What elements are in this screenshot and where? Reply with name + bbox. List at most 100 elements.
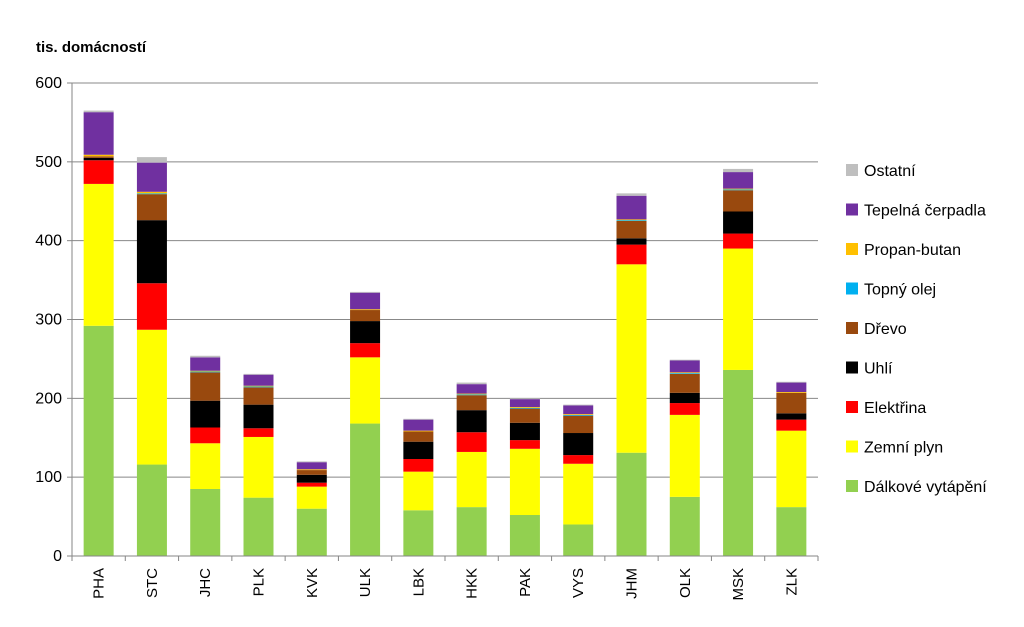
- legend-label-6: Elektřina: [864, 400, 926, 417]
- y-tick-label-400: 400: [35, 233, 62, 250]
- bar-KVK-series-1: [296, 486, 327, 509]
- bar-HKK-series-6: [456, 393, 487, 395]
- bar-JHM-series-0: [616, 452, 647, 556]
- bar-JHC-series-7: [190, 357, 221, 371]
- bar-STC-series-1: [136, 329, 167, 465]
- bar-KVK-series-2: [296, 482, 327, 487]
- bar-stack-JHC: [190, 355, 221, 556]
- axes: [67, 82, 819, 561]
- bar-ZLK-series-4: [776, 392, 807, 414]
- bar-JHC-series-3: [190, 400, 221, 428]
- bar-MSK-series-7: [723, 172, 754, 189]
- bar-PHA-series-7: [83, 112, 114, 155]
- bar-stack-JHM: [616, 193, 647, 556]
- legend-swatch-0: [846, 164, 858, 176]
- bar-ULK-series-8: [350, 291, 381, 293]
- bar-PLK-series-1: [243, 436, 274, 498]
- bar-PLK-series-0: [243, 497, 274, 556]
- bar-OLK-series-2: [669, 403, 700, 415]
- bar-OLK-series-7: [669, 360, 700, 373]
- bar-stack-ULK: [350, 291, 381, 556]
- bar-PHA-series-6: [83, 154, 114, 157]
- bar-JHM-series-8: [616, 193, 647, 196]
- bar-PLK-series-6: [243, 385, 274, 387]
- bar-PHA-series-3: [83, 157, 114, 161]
- bar-JHM-series-1: [616, 264, 647, 453]
- bar-MSK-series-6: [723, 188, 754, 190]
- bar-HKK-series-4: [456, 395, 487, 411]
- bar-ZLK-series-8: [776, 381, 807, 383]
- bar-HKK-series-2: [456, 432, 487, 452]
- bar-HKK-series-5: [456, 394, 487, 396]
- legend-label-2: Propan-butan: [864, 242, 961, 259]
- y-tick-label-600: 600: [35, 75, 62, 92]
- bar-ZLK-series-0: [776, 507, 807, 556]
- bar-STC-series-6: [136, 191, 167, 194]
- bar-PLK-series-7: [243, 374, 274, 386]
- bar-ZLK-series-2: [776, 419, 807, 431]
- bar-stack-LBK: [403, 418, 434, 556]
- bar-OLK-series-6: [669, 372, 700, 374]
- bar-MSK-series-5: [723, 189, 754, 191]
- bar-MSK-series-4: [723, 190, 754, 212]
- bar-STC-series-7: [136, 162, 167, 192]
- x-tick-labels: PHA STC JHC PLK KVK ULK LBK HKK PAK VYS JHM OLK MSK Z…: [91, 568, 801, 601]
- x-tick-label-LBK: LBK: [410, 568, 427, 596]
- bar-stack-PHA: [83, 110, 114, 556]
- bar-VYS-series-1: [563, 463, 594, 525]
- legend-swatch-2: [846, 243, 858, 255]
- legend-swatch-3: [846, 282, 858, 295]
- bar-LBK-series-6: [403, 430, 434, 432]
- bar-PLK-series-2: [243, 428, 274, 437]
- bar-MSK-series-2: [723, 233, 754, 249]
- bar-OLK-series-5: [669, 373, 700, 374]
- bar-KVK-series-4: [296, 470, 327, 475]
- legend-label-4: Dřevo: [864, 321, 907, 338]
- bar-JHC-series-5: [190, 371, 221, 373]
- bar-LBK-series-2: [403, 459, 434, 472]
- bar-JHM-series-5: [616, 220, 647, 221]
- bar-JHM-series-2: [616, 244, 647, 265]
- legend-swatch-8: [846, 480, 858, 492]
- x-tick-label-PHA: PHA: [91, 568, 108, 599]
- bar-stack-PAK: [509, 398, 540, 556]
- bar-OLK-series-4: [669, 373, 700, 393]
- bar-ULK-series-0: [350, 423, 381, 556]
- bar-MSK-series-1: [723, 248, 754, 370]
- bar-JHC-series-6: [190, 370, 221, 372]
- bar-stack-PLK: [243, 373, 274, 556]
- x-tick-label-OLK: OLK: [677, 568, 694, 598]
- bar-STC-series-0: [136, 464, 167, 556]
- bar-KVK-series-7: [296, 462, 327, 470]
- bar-PAK-series-3: [509, 422, 540, 441]
- bar-PLK-series-3: [243, 404, 274, 429]
- y-tick-label-500: 500: [35, 154, 62, 171]
- bar-HKK-series-1: [456, 451, 487, 508]
- bar-LBK-series-8: [403, 418, 434, 420]
- bar-PLK-series-4: [243, 387, 274, 405]
- bar-MSK-series-3: [723, 211, 754, 234]
- bar-ULK-series-4: [350, 310, 381, 322]
- legend-label-0: Ostatní: [864, 163, 916, 180]
- x-tick-label-JHC: JHC: [197, 568, 214, 597]
- bar-ULK-series-7: [350, 292, 381, 310]
- bar-ZLK-series-1: [776, 430, 807, 508]
- bar-HKK-series-0: [456, 507, 487, 556]
- bar-JHC-series-1: [190, 443, 221, 489]
- bar-PAK-series-0: [509, 515, 540, 556]
- bar-STC-series-2: [136, 283, 167, 330]
- legend-swatch-4: [846, 322, 858, 334]
- bar-JHC-series-8: [190, 355, 221, 358]
- bar-PAK-series-8: [509, 398, 540, 400]
- legend-swatch-6: [846, 401, 858, 413]
- legend-swatch-5: [846, 361, 858, 374]
- x-tick-label-HKK: HKK: [464, 568, 481, 599]
- bar-PLK-series-5: [243, 386, 274, 388]
- bar-HKK-series-8: [456, 382, 487, 385]
- bar-LBK-series-4: [403, 431, 434, 442]
- legend-label-1: Tepelná čerpadla: [864, 203, 986, 220]
- bar-ULK-series-3: [350, 321, 381, 344]
- bar-STC-series-8: [136, 157, 167, 163]
- bar-stack-STC: [136, 157, 167, 556]
- bar-JHC-series-4: [190, 372, 221, 401]
